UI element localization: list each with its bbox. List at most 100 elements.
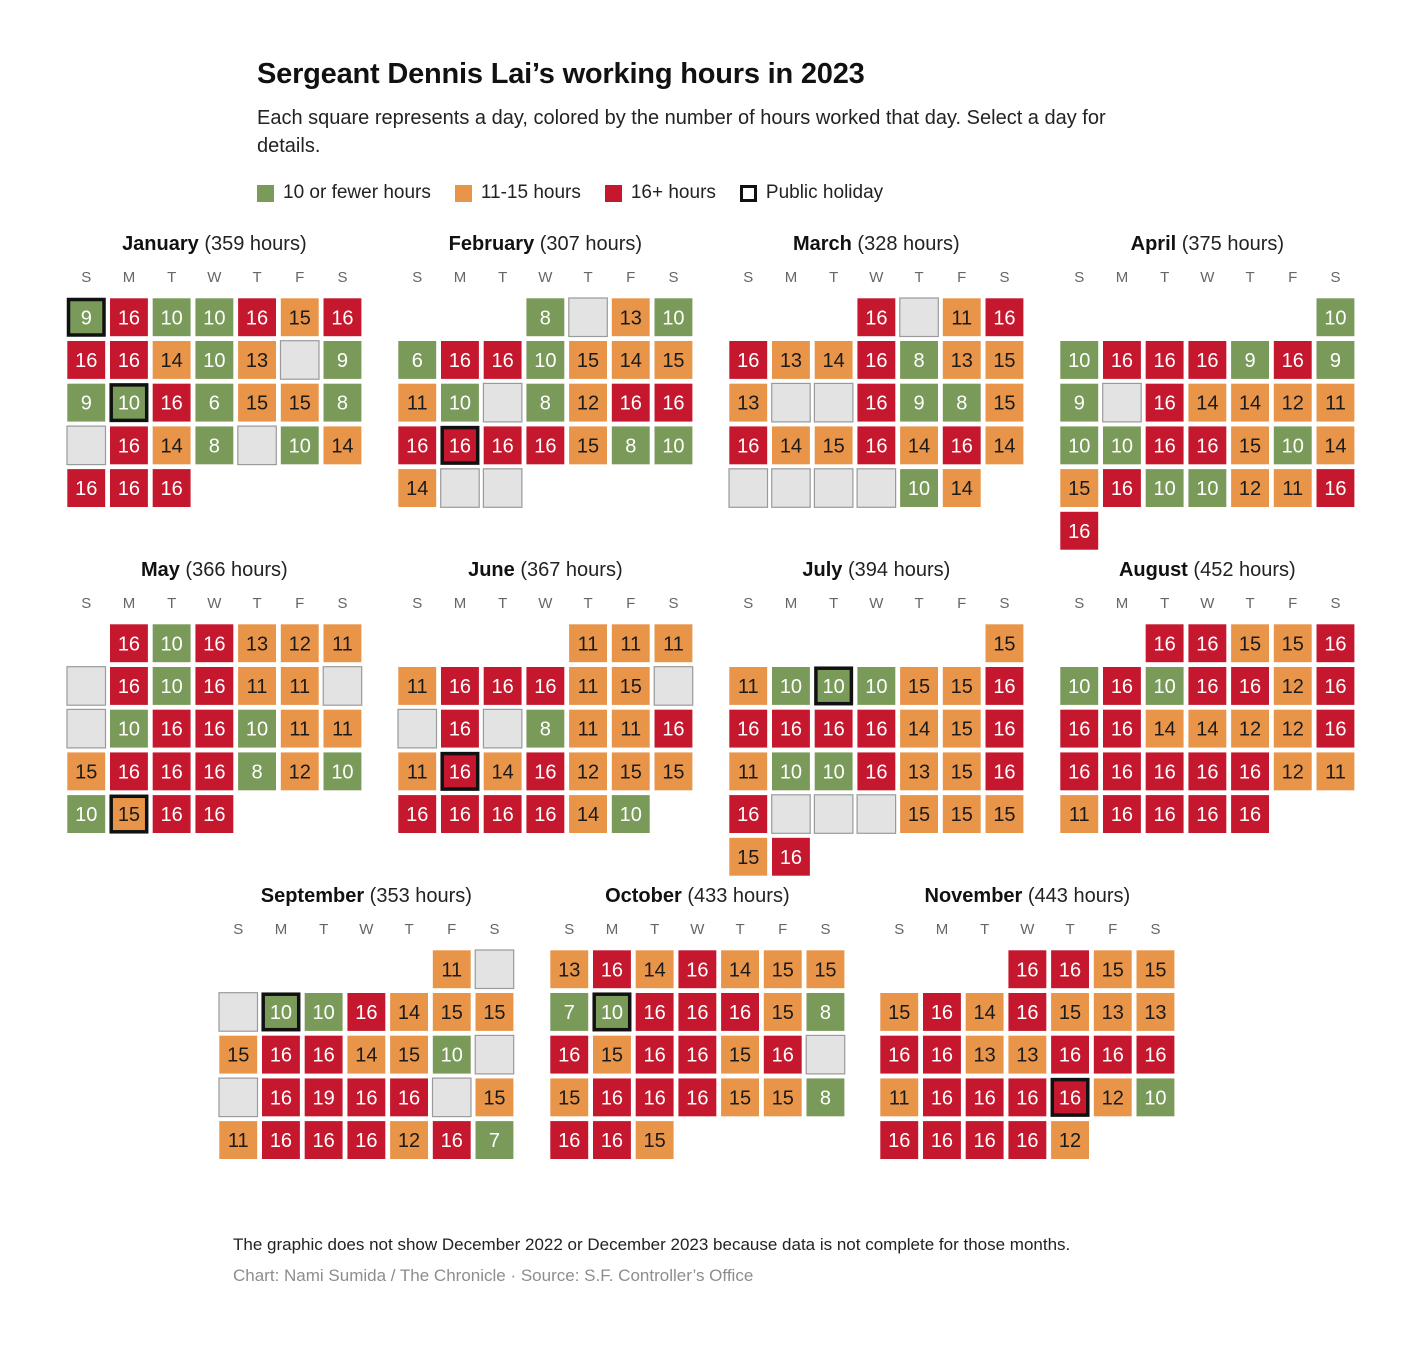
legend-item-holiday: Public holiday [739,182,883,204]
weekday-label: S [1330,269,1340,286]
day-cell-march-13 [771,382,811,423]
day-hours-label: 16 [1016,959,1038,981]
day-cell-march-27 [771,468,811,508]
day-cell-july-16 [728,751,768,791]
day-hours-label: 11 [407,393,428,415]
day-cell-february-5 [397,340,437,380]
day-hours-label: 16 [534,676,556,698]
day-hours-label: 12 [1239,719,1261,741]
weekday-label: T [167,269,176,286]
day-cell-july-20 [899,751,939,791]
day-hours-label: 11 [407,676,428,698]
day-cell-april-26 [1187,468,1227,508]
day-cell-january-7 [322,297,363,337]
weekday-label: S [894,921,904,938]
day-cell-november-23 [1050,1077,1090,1117]
day-cell-november-9 [1050,992,1090,1032]
weekday-label: T [583,269,592,286]
weekday-label: S [81,595,91,612]
day-cell-june-8 [568,666,608,706]
day-cell-march-7 [814,340,854,380]
day-hours-label: 16 [729,1002,751,1024]
day-hours-label: 16 [993,307,1015,329]
day-cell-february-9 [568,340,608,380]
weekday-label: T [252,269,261,286]
holiday-outline [109,794,149,834]
day-cell-february-15 [525,383,565,423]
day-cell-november-29 [1007,1120,1047,1160]
day-cell-june-6 [483,666,523,706]
day-cell-february-27 [440,468,480,508]
day-hours-label: 16 [1239,804,1261,826]
day-cell-september-13 [346,1035,386,1075]
day-cell-april-13 [1230,383,1270,423]
day-cell-march-11 [984,340,1025,380]
day-hours-label: 16 [737,350,759,372]
day-hours-label: 16 [406,435,428,457]
day-cell-january-21 [322,383,363,423]
legend: 10 or fewer hours 11-15 hours 16+ hours … [257,182,907,204]
day-cell-october-23 [592,1077,632,1117]
weekday-label: M [785,595,798,612]
day-cell-june-29 [568,794,608,834]
day-cell-august-6 [1059,666,1099,706]
weekday-label: W [538,595,553,612]
day-hours-label: 15 [1102,959,1124,981]
day-hours-label: 12 [1282,676,1304,698]
day-cell-october-27 [763,1077,803,1117]
day-hours-label: 15 [814,959,836,981]
day-hours-label: 19 [313,1087,335,1109]
day-hours-label: 16 [534,804,556,826]
day-cell-january-20 [280,383,320,423]
day-cell-september-28 [389,1120,429,1160]
day-cell-april-24 [1102,468,1142,508]
day-cell-january-27 [280,425,320,465]
day-cell-september-29 [432,1120,472,1160]
day-cell-january-4 [194,297,234,337]
day-cell-october-20 [763,1035,803,1075]
day-cell-june-24 [653,751,694,791]
day-cell-november-11 [1135,992,1175,1032]
day-hours-label: 12 [398,1130,420,1152]
day-cell-june-21 [525,751,565,791]
day-hours-label: 16 [270,1130,292,1152]
weekday-label: S [1150,921,1160,938]
day-cell-june-23 [611,751,651,791]
day-hours-label: 16 [118,350,140,372]
day-cell-april-28 [1273,468,1313,508]
day-hours-label: 16 [1154,350,1176,372]
day-cell-october-5 [720,949,760,989]
day-cell-march-1 [856,297,896,337]
day-cell-may-21 [66,751,106,791]
day-cell-september-17 [218,1077,259,1118]
day-hours-label: 10 [908,478,930,500]
day-hours-label: 16 [1154,633,1176,655]
day-cell-january-2 [109,297,149,337]
day-hours-label: 10 [161,676,183,698]
day-cell-april-20 [1230,425,1270,465]
day-hours-label: 15 [118,804,140,826]
day-hours-label: 16 [441,1130,463,1152]
day-hours-label: 16 [355,1130,377,1152]
day-cell-january-25 [194,425,234,465]
day-hours-label: 8 [913,350,924,372]
day-cell-september-12 [304,1035,344,1075]
day-hours-label: 13 [620,307,642,329]
weekday-label: W [1020,921,1035,938]
day-cell-july-18 [814,751,854,791]
day-hours-label: 15 [993,804,1015,826]
day-hours-label: 16 [686,1087,708,1109]
day-hours-label: 16 [398,1087,420,1109]
day-hours-label: 16 [737,804,759,826]
month-title-march: March (328 hours) [793,233,960,255]
day-cell-october-22 [549,1077,589,1117]
weekday-label: F [957,269,966,286]
day-hours-label: 14 [1239,393,1261,415]
day-cell-april-18 [1145,425,1185,465]
day-cell-may-9 [152,666,192,706]
day-hours-label: 14 [823,350,845,372]
weekday-label: F [778,921,787,938]
day-hours-label: 15 [577,350,599,372]
day-cell-may-26 [280,751,320,791]
day-hours-label: 13 [908,761,930,783]
